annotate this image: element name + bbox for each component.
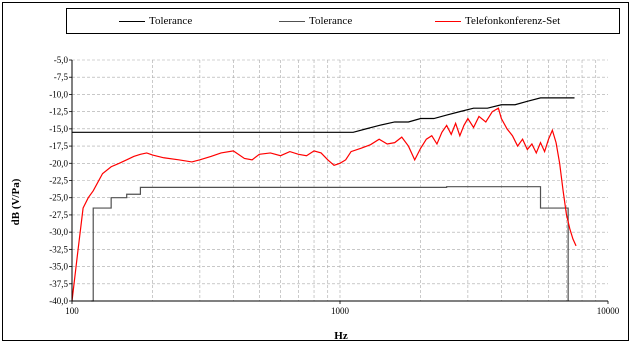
x-tick-label: 100 <box>65 306 79 316</box>
y-tick-label: -7,5 <box>54 72 69 82</box>
legend-swatch-measurement <box>435 20 461 22</box>
x-tick-label: 10000 <box>597 306 620 316</box>
y-tick-label: -25,0 <box>49 193 68 203</box>
legend-swatch-tolerance-upper <box>119 20 145 22</box>
y-tick-label: -5,0 <box>54 55 69 65</box>
legend-item-measurement: Telefonkonferenz-Set <box>435 9 560 33</box>
series-tolerance-lower <box>91 186 569 302</box>
series-measurement <box>71 107 577 302</box>
x-tick-label: 1000 <box>331 306 350 316</box>
legend: Tolerance Tolerance Telefonkonferenz-Set <box>66 8 620 34</box>
grid-layer <box>72 59 608 302</box>
y-tick-label: -27,5 <box>49 210 68 220</box>
chart-frame <box>2 2 629 341</box>
legend-label-measurement: Telefonkonferenz-Set <box>465 15 561 27</box>
y-axis-label: dB (V/Pa) <box>10 178 22 225</box>
x-axis-label: Hz <box>334 330 348 342</box>
y-tick-label: -32,5 <box>49 244 68 254</box>
y-tick-label: -35,0 <box>49 262 68 272</box>
legend-item-tolerance-upper: Tolerance <box>119 9 192 33</box>
y-tick-label: -12,5 <box>49 107 68 117</box>
y-tick-label: -20,0 <box>49 158 68 168</box>
series-layer <box>71 97 577 302</box>
y-tick-label: -17,5 <box>49 141 68 151</box>
y-tick-label: -37,5 <box>49 279 68 289</box>
y-tick-label: -40,0 <box>49 296 68 306</box>
y-tick-label: -10,0 <box>49 89 68 99</box>
legend-label-tolerance-upper: Tolerance <box>149 15 193 27</box>
legend-item-tolerance-lower: Tolerance <box>279 9 352 33</box>
axis-layer: -5,0 -7,5 -10,0 -12,5 -15,0 -17,5 -20,0 -22,5 -2… <box>49 55 620 316</box>
y-tick-label: -15,0 <box>49 124 68 134</box>
legend-swatch-tolerance-lower <box>279 20 305 22</box>
series-tolerance-upper <box>72 97 575 133</box>
y-tick-label: -30,0 <box>49 227 68 237</box>
legend-label-tolerance-lower: Tolerance <box>309 15 353 27</box>
y-tick-label: -22,5 <box>49 176 68 186</box>
